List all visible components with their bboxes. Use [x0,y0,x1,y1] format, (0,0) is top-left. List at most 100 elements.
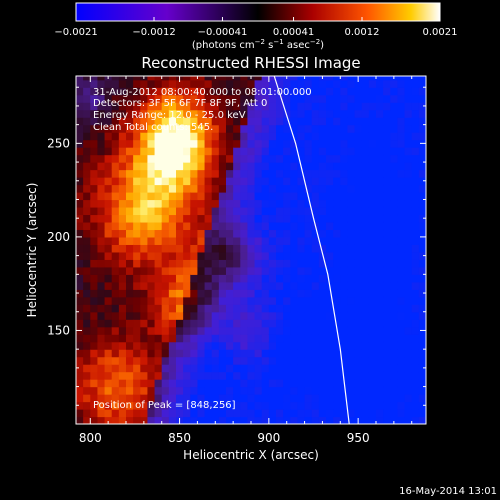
heatmap-cell [226,169,234,178]
heatmap-cell [204,147,213,156]
heatmap-cell [211,94,220,103]
heatmap-cell [290,184,299,193]
heatmap-cell [90,379,99,388]
heatmap-cell [211,304,220,313]
heatmap-cell [97,132,106,141]
heatmap-cell [261,356,270,365]
heatmap-cell [154,221,163,231]
heatmap-cell [118,334,127,343]
heatmap-cell [297,304,306,313]
heatmap-cell [383,102,391,111]
heatmap-cell [354,244,363,253]
heatmap-cell [261,281,270,290]
heatmap-cell [133,386,141,395]
heatmap-cell [154,371,163,380]
heatmap-cell [404,192,413,201]
heatmap-cell [161,334,170,343]
heatmap-cell [283,326,291,335]
heatmap-cell [218,251,227,260]
heatmap-cell [283,177,291,186]
heatmap-cell [240,76,249,81]
annotation-time: 31-Aug-2012 08:00:40.000 to 08:01:00.000 [93,87,312,98]
heatmap-cell [126,259,134,268]
heatmap-cell [347,102,356,111]
heatmap-cell [390,371,399,380]
heatmap-cell [111,87,120,96]
heatmap-cell [111,349,120,358]
heatmap-cell [97,356,106,365]
heatmap-cell [340,334,349,343]
heatmap-cell [276,259,284,268]
heatmap-cell [233,162,241,171]
heatmap-cell [290,311,299,320]
heatmap-cell [76,214,84,223]
heatmap-cell [297,289,306,298]
heatmap-cell [218,139,227,148]
heatmap-cell [133,102,141,111]
heatmap-cell [97,251,106,260]
heatmap-cell [397,132,406,141]
heatmap-cell [347,371,356,380]
heatmap-cell [283,311,291,320]
heatmap-cell [240,214,249,223]
heatmap-cell [268,386,277,395]
heatmap-cell [233,334,241,343]
heatmap-cell [268,409,277,418]
heatmap-cell [97,326,106,335]
heatmap-cell [376,94,384,103]
heatmap-cell [104,177,113,186]
heatmap-cell [404,394,413,403]
heatmap-cell [397,236,406,245]
heatmap-cell [104,334,113,343]
heatmap-cell [226,326,234,335]
heatmap-cell [83,109,91,118]
heatmap-cell [161,356,170,365]
heatmap-cell [218,236,227,245]
heatmap-cell [283,409,291,418]
heatmap-cell [254,184,263,193]
heatmap-cell [83,192,91,201]
heatmap-cell [168,401,177,410]
heatmap-cell [261,199,270,208]
heatmap-cell [254,139,263,148]
heatmap-cell [383,199,391,208]
heatmap-cell [133,124,141,133]
heatmap-cell [276,244,284,253]
heatmap-cell [333,334,341,343]
heatmap-cell [304,221,313,231]
heatmap-cell [190,341,199,350]
heatmap-cell [276,416,284,424]
heatmap-cell [190,379,199,388]
heatmap-cell [390,409,399,418]
heatmap-cell [340,177,349,186]
heatmap-cell [368,251,377,260]
heatmap-cell [418,349,426,358]
heatmap-cell [404,304,413,313]
heatmap-cell [368,199,377,208]
heatmap-cell [247,102,256,111]
heatmap-cell [126,409,134,418]
heatmap-cell [376,274,384,283]
heatmap-cell [368,177,377,186]
heatmap-cell [276,221,284,231]
heatmap-cell [154,274,163,283]
heatmap-cell [147,206,156,216]
heatmap-cell [126,349,134,358]
heatmap-cell [304,229,313,238]
heatmap-cell [247,177,256,186]
heatmap-cell [318,289,327,298]
heatmap-cell [404,79,413,88]
heatmap-cell [376,177,384,186]
heatmap-cell [311,341,320,350]
heatmap-cell [154,319,163,328]
heatmap-cell [211,386,220,395]
heatmap-cell [347,416,356,424]
heatmap-cell [118,266,127,275]
heatmap-cell [147,401,156,410]
heatmap-cell [361,162,370,171]
heatmap-cell [76,229,84,238]
heatmap-cell [176,364,184,373]
heatmap-cell [418,109,426,118]
heatmap-cell [297,79,306,88]
heatmap-cell [254,259,263,268]
